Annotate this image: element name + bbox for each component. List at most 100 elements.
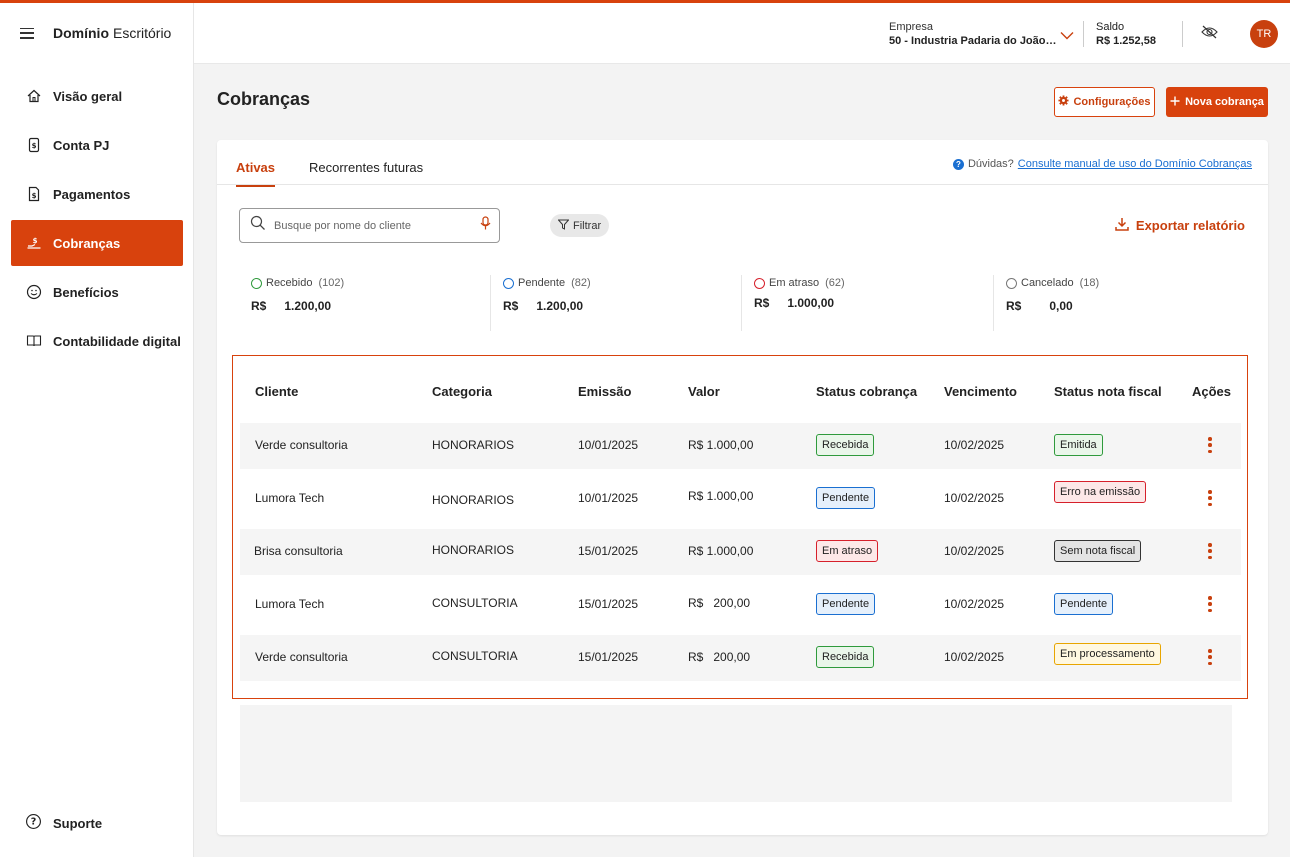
more-actions-icon[interactable] — [1208, 543, 1212, 559]
tab-ativas[interactable]: Ativas — [236, 160, 276, 187]
cell-valor: R$ 200,00 — [688, 650, 751, 664]
sidebar: Domínio Escritório Visão geral $ Conta P… — [0, 3, 194, 857]
cell-categoria: HONORARIOS — [432, 438, 515, 452]
cell-emissao: 10/01/2025 — [578, 491, 639, 505]
stat-label: Pendente — [518, 277, 566, 289]
more-actions-icon[interactable] — [1208, 649, 1212, 665]
status-ring-icon — [251, 277, 262, 289]
status-badge: Pendente — [816, 487, 876, 509]
sidebar-item-label: Conta PJ — [53, 137, 110, 153]
sidebar-item-beneficios[interactable]: Benefícios — [11, 269, 183, 315]
more-actions-icon[interactable] — [1208, 490, 1212, 506]
configuracoes-label: Configurações — [1073, 96, 1151, 108]
help-text: ? Dúvidas? Consulte manual de uso do Dom… — [952, 158, 1252, 170]
sidebar-item-pagamentos[interactable]: $ Pagamentos — [11, 171, 183, 217]
sidebar-item-label: Contabilidade digital — [53, 333, 181, 349]
cell-cliente: Lumora Tech — [255, 597, 325, 611]
table-row[interactable]: Verde consultoria HONORARIOS 10/01/2025 … — [240, 423, 1241, 469]
saldo-display: Saldo R$ 1.252,58 — [1096, 20, 1156, 48]
stat-recebido[interactable]: Recebido (102) R$ 1.200,00 — [251, 277, 344, 329]
more-actions-icon[interactable] — [1208, 596, 1212, 612]
svg-text:$: $ — [33, 237, 38, 245]
header-divider — [1182, 21, 1183, 47]
configuracoes-button[interactable]: Configurações — [1054, 87, 1155, 117]
eye-off-icon[interactable] — [1201, 25, 1218, 44]
status-badge: Recebida — [816, 646, 875, 668]
svg-text:?: ? — [31, 817, 37, 828]
search-box — [239, 208, 500, 243]
plus-icon — [1170, 96, 1180, 109]
export-label: Exportar relatório — [1135, 218, 1245, 233]
table-row[interactable]: Brisa consultoria HONORARIOS 15/01/2025 … — [240, 529, 1241, 575]
funnel-icon — [557, 219, 570, 233]
payment-icon: $ — [25, 185, 43, 203]
stat-count: (18) — [1079, 277, 1100, 289]
tab-bar: Ativas Recorrentes futuras ? Dúvidas? Co… — [217, 140, 1268, 187]
sidebar-item-cobrancas[interactable]: $ Cobranças — [11, 220, 183, 266]
stat-pendente[interactable]: Pendente (82) R$ 1.200,00 — [503, 277, 591, 329]
stat-currency: R$ — [754, 296, 770, 310]
header-divider — [1083, 21, 1084, 47]
stat-currency: R$ — [503, 299, 519, 313]
more-actions-icon[interactable] — [1208, 437, 1212, 453]
stat-label: Em atraso — [769, 277, 820, 289]
cell-cliente: Verde consultoria — [255, 438, 348, 452]
brand-name-regular: Escritório — [113, 25, 172, 41]
status-ring-icon — [754, 277, 765, 289]
stat-amount: 1.000,00 — [787, 296, 835, 310]
stat-divider — [741, 275, 742, 331]
top-header: Empresa 50 - Industria Padaria do João… … — [194, 3, 1290, 64]
sidebar-item-visao-geral[interactable]: Visão geral — [11, 73, 183, 119]
status-badge: Pendente — [816, 593, 876, 615]
table-row[interactable]: Lumora Tech HONORARIOS 10/01/2025 R$ 1.0… — [240, 476, 1241, 522]
exportar-relatorio-link[interactable]: Exportar relatório — [1115, 217, 1245, 234]
top-accent-bar — [0, 0, 1290, 3]
status-badge: Em atraso — [816, 540, 879, 562]
nf-status-badge: Emitida — [1054, 434, 1103, 456]
page-title: Cobranças — [217, 89, 311, 109]
search-icon — [250, 215, 266, 236]
status-badge: Recebida — [816, 434, 875, 456]
tab-recorrentes-futuras[interactable]: Recorrentes futuras — [309, 160, 424, 175]
stat-count: (62) — [825, 277, 845, 289]
stat-cancelado[interactable]: Cancelado (18) R$ 0,00 — [1006, 277, 1099, 329]
table-row[interactable]: Verde consultoria CONSULTORIA 15/01/2025… — [240, 635, 1241, 681]
search-input[interactable] — [274, 219, 480, 232]
saldo-value: R$ 1.252,58 — [1096, 35, 1156, 47]
avatar[interactable]: TR — [1250, 20, 1278, 48]
filter-button[interactable]: Filtrar — [550, 214, 610, 237]
download-icon — [1115, 217, 1129, 234]
microphone-icon[interactable] — [480, 215, 491, 236]
column-header: Status cobrança — [816, 384, 918, 399]
hand-coin-icon: $ — [25, 234, 43, 252]
nova-cobranca-button[interactable]: Nova cobrança — [1166, 87, 1268, 117]
stat-currency: R$ — [251, 299, 267, 313]
column-header: Status nota fiscal — [1054, 384, 1162, 399]
question-icon: ? — [952, 158, 964, 170]
book-icon — [25, 332, 43, 350]
cell-valor: R$ 200,00 — [688, 596, 751, 610]
stat-amount: 0,00 — [1049, 299, 1073, 313]
brand: Domínio Escritório — [20, 25, 171, 41]
cell-valor: R$ 1.000,00 — [688, 544, 754, 558]
nf-status-badge: Em processamento — [1054, 643, 1161, 665]
status-ring-icon — [1006, 277, 1017, 289]
stat-amount: 1.200,00 — [284, 299, 332, 313]
stat-divider — [490, 275, 491, 331]
sidebar-item-label: Cobranças — [53, 235, 121, 251]
sidebar-item-contabilidade-digital[interactable]: Contabilidade digital — [11, 318, 183, 364]
support-link[interactable]: ? Suporte — [25, 813, 102, 833]
stat-divider — [993, 275, 994, 331]
cell-vencimento: 10/02/2025 — [944, 544, 1005, 558]
column-header: Ações — [1192, 384, 1232, 399]
support-label: Suporte — [53, 815, 103, 831]
manual-link[interactable]: Consulte manual de uso do Domínio Cobran… — [1017, 158, 1252, 170]
sidebar-item-conta-pj[interactable]: $ Conta PJ — [11, 122, 183, 168]
hamburger-menu-icon[interactable] — [20, 27, 34, 39]
company-selector[interactable]: Empresa 50 - Industria Padaria do João… — [889, 20, 1057, 48]
cell-emissao: 15/01/2025 — [578, 597, 639, 611]
stat-em-atraso[interactable]: Em atraso (62) R$ 1.000,00 — [754, 277, 845, 329]
table-row[interactable]: Lumora Tech CONSULTORIA 15/01/2025 R$ 20… — [240, 582, 1241, 628]
stat-count: (82) — [571, 277, 591, 289]
chevron-down-icon[interactable] — [1060, 27, 1074, 45]
